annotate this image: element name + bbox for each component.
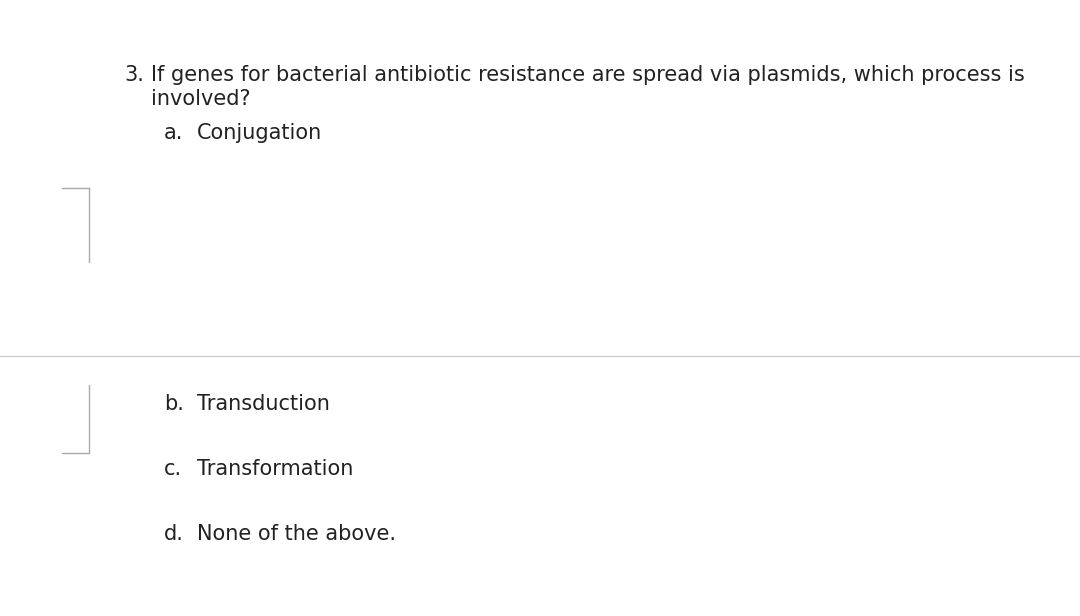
Text: b.: b. [164,394,184,414]
Text: c.: c. [164,459,183,479]
Text: If genes for bacterial antibiotic resistance are spread via plasmids, which proc: If genes for bacterial antibiotic resist… [151,65,1025,84]
Text: 3.: 3. [124,65,144,84]
Text: Conjugation: Conjugation [197,123,322,143]
Text: d.: d. [164,524,184,543]
Text: Transduction: Transduction [197,394,329,414]
Text: involved?: involved? [151,89,251,109]
Text: Transformation: Transformation [197,459,353,479]
Text: None of the above.: None of the above. [197,524,395,543]
Text: a.: a. [164,123,184,143]
